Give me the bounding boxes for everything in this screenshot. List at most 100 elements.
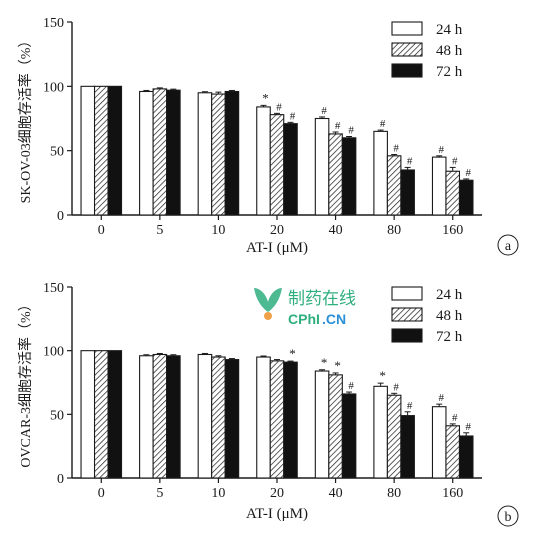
bar <box>139 355 154 479</box>
significance-mark: # <box>438 392 444 404</box>
x-tick-label: 10 <box>211 486 225 501</box>
significance-mark: # <box>407 400 413 412</box>
x-tick-label: 10 <box>211 223 225 238</box>
bar <box>80 350 96 479</box>
bar <box>80 85 96 216</box>
bar <box>386 394 402 479</box>
y-tick-label: 100 <box>43 80 64 95</box>
bar <box>314 370 330 479</box>
significance-mark: # <box>321 105 327 117</box>
legend-swatch <box>391 63 423 78</box>
bar <box>431 406 447 479</box>
panel-label-circle <box>497 505 519 527</box>
y-axis-label: OVCAR-3细胞存活率（%） <box>17 297 34 467</box>
significance-mark: * <box>262 90 269 105</box>
bar <box>373 130 388 216</box>
legend-label: 72 h <box>436 329 463 345</box>
bar <box>224 90 240 216</box>
significance-mark: # <box>452 412 458 424</box>
bar <box>197 353 213 479</box>
significance-mark: # <box>465 167 471 179</box>
watermark-cn-text: 制药在线 <box>288 289 356 308</box>
bar <box>256 106 271 216</box>
bar <box>283 123 298 216</box>
significance-mark: # <box>438 144 444 156</box>
significance-mark: # <box>465 421 471 433</box>
watermark-en-text-main: CPhI <box>288 311 320 327</box>
y-tick-label: 100 <box>43 345 64 360</box>
bar <box>341 137 357 216</box>
bar <box>328 374 343 479</box>
bar <box>458 179 474 216</box>
significance-mark: # <box>393 143 399 155</box>
bar <box>341 393 357 479</box>
bar <box>400 169 415 216</box>
legend-label: 72 h <box>436 64 463 80</box>
bar <box>211 356 226 479</box>
x-tick-label: 40 <box>329 486 343 501</box>
x-tick-label: 40 <box>329 223 343 238</box>
bar <box>256 356 271 479</box>
y-tick-label: 50 <box>50 145 64 160</box>
significance-mark: # <box>452 155 458 167</box>
bar <box>328 133 343 216</box>
significance-mark: # <box>348 125 354 137</box>
bar <box>139 90 154 216</box>
significance-mark: * <box>379 368 386 383</box>
bar <box>431 156 447 216</box>
watermark-leaf-icon <box>254 288 282 312</box>
x-tick-label: 5 <box>156 223 163 238</box>
legend-swatch <box>391 42 423 57</box>
legend-swatch <box>391 286 423 301</box>
watermark-logo: 制药在线 CPhI .CN <box>254 288 356 327</box>
bar <box>224 359 240 479</box>
bar <box>386 155 402 216</box>
significance-mark: # <box>276 101 282 113</box>
panel-label-circle <box>497 234 519 256</box>
bar <box>373 385 388 479</box>
bar <box>152 353 168 479</box>
bar <box>166 355 181 479</box>
x-tick-label: 20 <box>270 223 284 238</box>
bar <box>93 350 109 479</box>
bar <box>314 117 330 216</box>
y-tick-label: 0 <box>57 209 64 224</box>
bar <box>197 92 213 216</box>
watermark-dot-icon <box>264 312 272 320</box>
significance-mark: # <box>407 155 413 167</box>
significance-mark: # <box>348 380 354 392</box>
bar <box>283 361 298 479</box>
panel-label: a <box>505 239 512 254</box>
x-axis-label: AT-I (μM) <box>246 506 308 522</box>
significance-mark: # <box>393 381 399 393</box>
y-tick-label: 50 <box>50 408 64 423</box>
y-axis-label: SK-OV-03细胞存活率（%） <box>17 34 34 204</box>
chart-panel-b: 0 50 100 150 OVCAR-3细胞存活率（%） 0 5 10 20 * 40 * * #80 * #… <box>17 281 519 527</box>
significance-mark: * <box>289 346 296 361</box>
y-tick-label: 150 <box>43 281 64 296</box>
bar <box>445 170 461 216</box>
bar <box>93 85 109 216</box>
watermark-en-text-suffix: .CN <box>322 311 346 327</box>
legend-label: 48 h <box>436 308 463 324</box>
x-axis-label: AT-I (μM) <box>246 240 308 256</box>
x-tick-label: 20 <box>270 486 284 501</box>
bar <box>269 114 285 216</box>
bar <box>269 360 285 479</box>
chart-panel-a: 0 50 100 150 SK-OV-03细胞存活率（%） 0 5 10 20 * # #40 # # #8… <box>17 16 519 256</box>
legend-swatch <box>391 307 423 322</box>
bar <box>400 415 415 479</box>
x-tick-label: 80 <box>387 223 401 238</box>
y-tick-label: 0 <box>57 472 64 487</box>
significance-mark: * <box>334 358 341 373</box>
bar <box>458 435 474 479</box>
bar <box>107 85 123 216</box>
panel-label: b <box>505 510 512 525</box>
bar <box>152 88 168 216</box>
bar <box>445 425 461 479</box>
legend-label: 48 h <box>436 43 463 59</box>
bar <box>166 89 181 216</box>
x-tick-label: 160 <box>442 223 463 238</box>
x-tick-label: 5 <box>156 486 163 501</box>
